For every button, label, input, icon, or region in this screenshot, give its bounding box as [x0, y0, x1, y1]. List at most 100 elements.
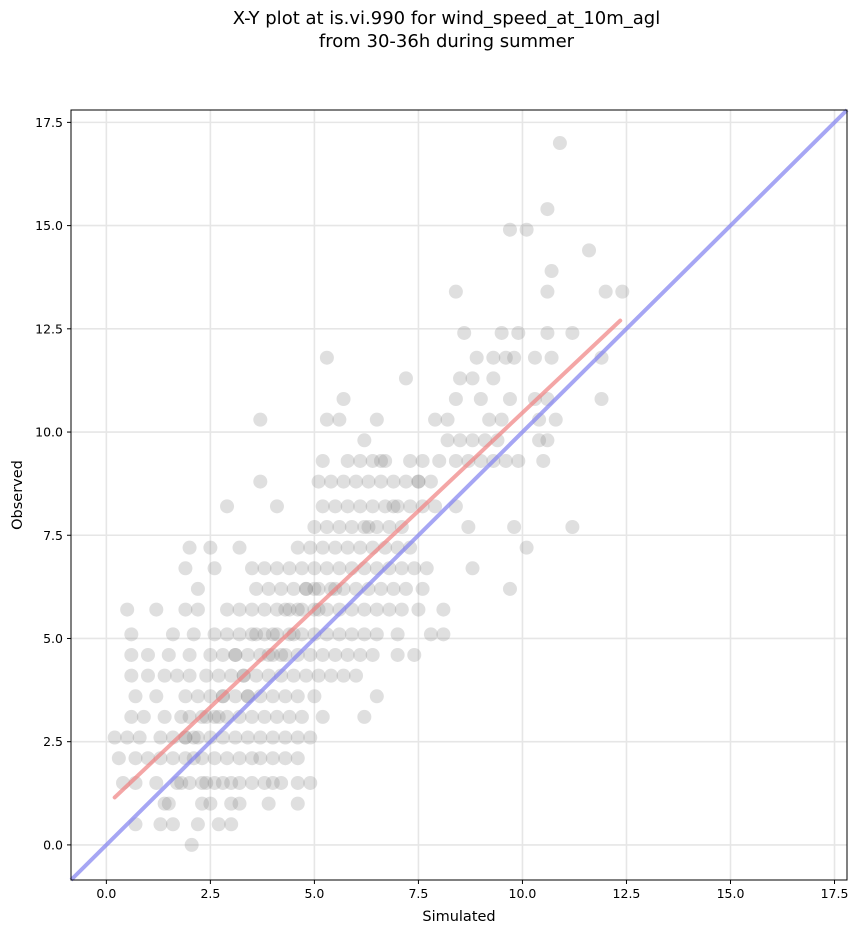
- data-point-28: [257, 775, 272, 790]
- data-point-186: [386, 581, 401, 596]
- data-point-106: [274, 668, 289, 683]
- data-point-312: [540, 325, 555, 340]
- data-point-225: [344, 519, 359, 534]
- data-point-95: [124, 668, 139, 683]
- data-point-256: [423, 474, 438, 489]
- data-point-293: [502, 392, 517, 407]
- data-point-136: [207, 627, 222, 642]
- data-point-46: [265, 751, 280, 766]
- data-point-128: [340, 647, 355, 662]
- data-point-102: [224, 668, 239, 683]
- data-point-2: [165, 817, 180, 832]
- data-point-298: [453, 371, 468, 386]
- data-point-21: [195, 775, 210, 790]
- data-point-64: [303, 730, 318, 745]
- data-point-280: [253, 412, 268, 427]
- data-point-94: [369, 689, 384, 704]
- data-point-12: [232, 796, 247, 811]
- data-point-322: [540, 202, 555, 217]
- data-point-101: [211, 668, 226, 683]
- data-point-110: [324, 668, 339, 683]
- data-point-227: [369, 519, 384, 534]
- data-point-4: [211, 817, 226, 832]
- data-point-302: [469, 350, 484, 365]
- data-point-17: [149, 775, 164, 790]
- data-point-297: [398, 371, 413, 386]
- data-point-98: [170, 668, 185, 683]
- data-point-188: [415, 581, 430, 596]
- data-point-123: [278, 647, 293, 662]
- data-point-305: [507, 350, 522, 365]
- data-point-246: [253, 474, 268, 489]
- x-axis-label: Simulated: [422, 909, 495, 925]
- y-tick-label-4: 10.0: [35, 425, 63, 440]
- data-point-317: [615, 284, 630, 299]
- fit-line: [112, 318, 623, 800]
- data-point-68: [174, 709, 189, 724]
- data-point-224: [332, 519, 347, 534]
- data-point-198: [319, 561, 334, 576]
- data-point-42: [220, 751, 235, 766]
- y-tick-label-2: 5.0: [43, 631, 63, 646]
- data-point-236: [328, 499, 343, 514]
- data-point-152: [436, 627, 451, 642]
- data-point-325: [249, 627, 264, 642]
- y-axis-label: Observed: [10, 460, 26, 530]
- data-point-278: [532, 433, 547, 448]
- data-point-3: [190, 817, 205, 832]
- data-point-0: [184, 837, 199, 852]
- data-point-251: [361, 474, 376, 489]
- data-point-161: [294, 602, 309, 617]
- data-point-257: [315, 453, 330, 468]
- data-point-343: [274, 647, 289, 662]
- data-point-345: [211, 709, 226, 724]
- data-point-41: [207, 751, 222, 766]
- data-point-184: [361, 581, 376, 596]
- data-point-262: [403, 453, 418, 468]
- data-point-320: [502, 222, 517, 237]
- data-point-291: [448, 392, 463, 407]
- data-point-73: [232, 709, 247, 724]
- data-point-233: [220, 499, 235, 514]
- data-point-308: [594, 350, 609, 365]
- data-point-171: [436, 602, 451, 617]
- data-point-52: [153, 730, 168, 745]
- data-point-252: [373, 474, 388, 489]
- data-point-141: [269, 627, 284, 642]
- data-point-253: [386, 474, 401, 489]
- data-point-314: [448, 284, 463, 299]
- x-tick-label-5: 12.5: [613, 886, 641, 901]
- data-point-273: [453, 433, 468, 448]
- identity-line: [69, 108, 849, 882]
- data-point-49: [107, 730, 122, 745]
- data-point-299: [465, 371, 480, 386]
- data-point-277: [357, 433, 372, 448]
- data-point-189: [502, 581, 517, 596]
- data-point-118: [215, 647, 230, 662]
- data-point-205: [407, 561, 422, 576]
- data-point-60: [253, 730, 268, 745]
- data-point-34: [128, 751, 143, 766]
- y-tick-label-6: 15.0: [35, 218, 63, 233]
- data-point-309: [457, 325, 472, 340]
- data-point-169: [394, 602, 409, 617]
- data-point-197: [307, 561, 322, 576]
- data-point-146: [332, 627, 347, 642]
- data-point-178: [286, 581, 301, 596]
- data-point-75: [257, 709, 272, 724]
- data-point-120: [240, 647, 255, 662]
- data-point-212: [303, 540, 318, 555]
- data-point-339: [386, 499, 401, 514]
- data-point-338: [361, 519, 376, 534]
- data-point-234: [269, 499, 284, 514]
- data-point-108: [299, 668, 314, 683]
- data-point-91: [278, 689, 293, 704]
- data-point-323: [552, 136, 567, 151]
- data-point-14: [290, 796, 305, 811]
- data-point-132: [407, 647, 422, 662]
- y-axis-ticks: 0.0 2.5 5.0 7.5 10.0 12.5 15.0 17.5: [35, 115, 71, 852]
- data-point-192: [244, 561, 259, 576]
- trend-lines: [69, 108, 849, 882]
- data-point-127: [328, 647, 343, 662]
- data-point-99: [182, 668, 197, 683]
